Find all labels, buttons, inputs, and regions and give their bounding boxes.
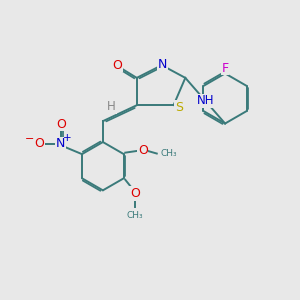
Text: N: N <box>158 58 167 71</box>
Text: O: O <box>112 59 122 72</box>
Text: CH₃: CH₃ <box>160 149 177 158</box>
Text: −: − <box>25 134 34 143</box>
Text: O: O <box>130 187 140 200</box>
Text: O: O <box>138 144 148 157</box>
Text: NH: NH <box>196 94 214 107</box>
Text: H: H <box>107 100 116 113</box>
Text: CH₃: CH₃ <box>127 211 143 220</box>
Text: S: S <box>175 101 183 114</box>
Text: O: O <box>34 137 44 150</box>
Text: N: N <box>56 137 65 150</box>
Text: F: F <box>221 61 229 75</box>
Text: +: + <box>63 133 72 143</box>
Text: O: O <box>56 118 66 130</box>
